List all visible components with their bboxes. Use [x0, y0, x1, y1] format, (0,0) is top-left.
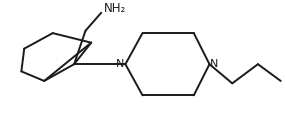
Text: N: N	[210, 59, 219, 69]
Text: N: N	[116, 59, 125, 69]
Text: NH₂: NH₂	[104, 2, 126, 15]
